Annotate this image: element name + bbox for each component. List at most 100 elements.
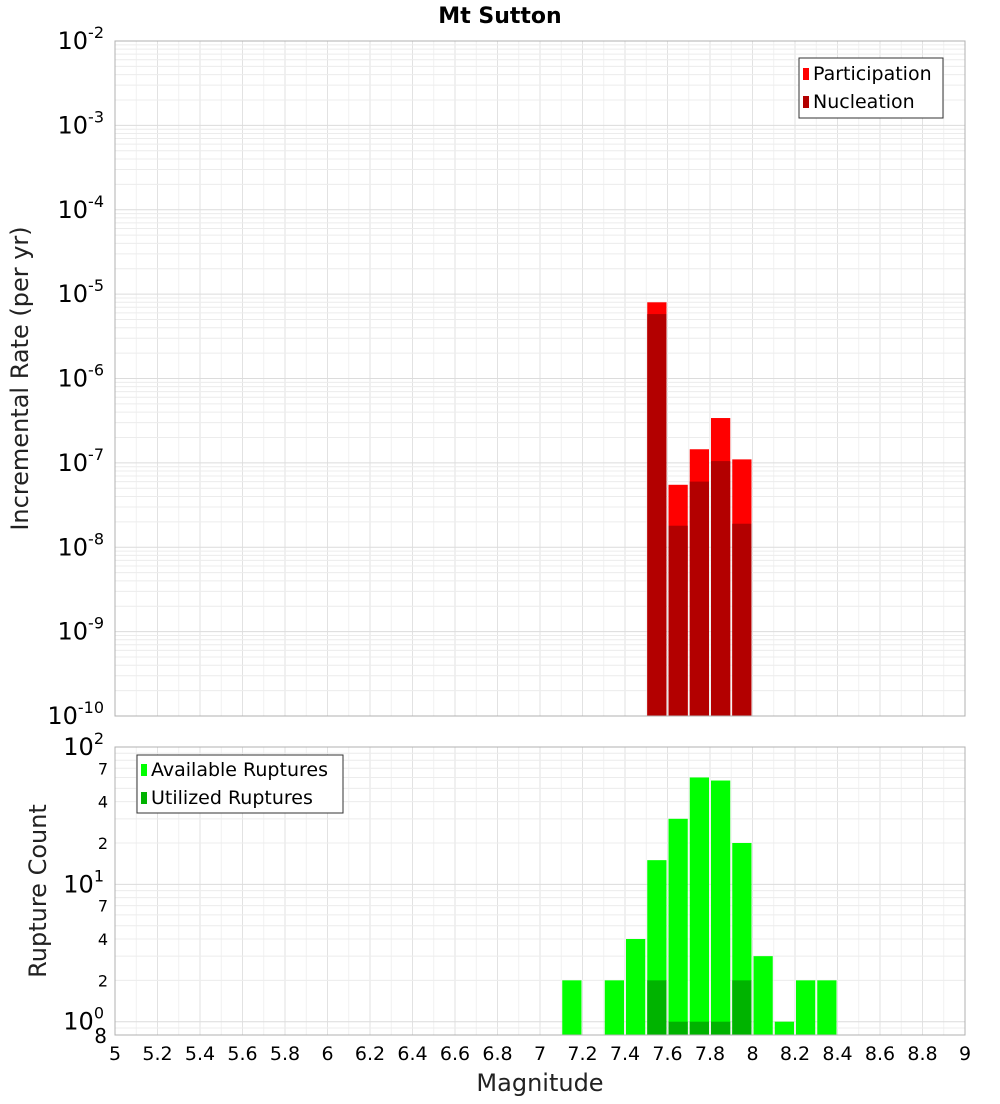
ytick-base: 10 — [63, 733, 94, 761]
ytick-exp: -2 — [88, 23, 104, 42]
utilized-ruptures-bar — [647, 980, 667, 1035]
bottom-ytick-minor-label: 7 — [98, 897, 108, 916]
x-tick-label: 5.8 — [270, 1043, 300, 1065]
bottom-ytick-label: 102 — [63, 729, 104, 761]
ytick-base: 10 — [58, 618, 89, 646]
bottom-legend-box — [136, 754, 344, 814]
x-tick-label: 6.6 — [440, 1043, 470, 1065]
legend-swatch-participation — [803, 68, 809, 80]
ytick-exp: 0 — [94, 1004, 104, 1023]
available-ruptures-bar — [711, 780, 731, 1035]
top-ytick-label: 10-6 — [58, 361, 105, 393]
ytick-base: 10 — [58, 111, 89, 139]
available-ruptures-bar — [796, 980, 816, 1035]
x-tick-label: 6.4 — [397, 1043, 427, 1065]
top-legend: Participation Nucleation — [798, 57, 944, 119]
bottom-ytick-minor-label: 4 — [98, 930, 108, 949]
x-tick-label: 9 — [959, 1043, 971, 1065]
available-ruptures-bar — [668, 818, 688, 1035]
x-tick-label: 8.8 — [907, 1043, 937, 1065]
bottom-ytick-minor-label: 7 — [98, 759, 108, 778]
utilized-ruptures-bar — [689, 1021, 709, 1035]
nucleation-bar — [732, 523, 752, 716]
nucleation-bar — [668, 525, 688, 716]
top-ytick-label: 10-2 — [58, 23, 105, 55]
x-tick-label: 7.4 — [610, 1043, 640, 1065]
legend-swatch-nucleation — [803, 96, 809, 108]
x-tick-label: 5 — [109, 1043, 121, 1065]
available-ruptures-bar — [604, 980, 624, 1035]
bottom-ytick-minor-label: 2 — [98, 834, 108, 853]
ytick-base: 10 — [58, 533, 89, 561]
top-legend-box — [798, 57, 944, 119]
x-tick-label: 8.4 — [822, 1043, 852, 1065]
chart-title: Mt Sutton — [438, 4, 561, 29]
ytick-exp: -8 — [88, 529, 104, 548]
top-y-axis-label: Incremental Rate (per yr) — [6, 226, 34, 530]
available-ruptures-bar — [626, 939, 646, 1035]
x-tick-label: 7.6 — [652, 1043, 682, 1065]
available-ruptures-bar — [562, 980, 582, 1035]
ytick-exp: 1 — [94, 866, 104, 885]
legend-swatch-available — [141, 764, 147, 776]
bottom-ytick-minor-label: 4 — [98, 793, 108, 812]
top-ytick-label: 10-10 — [47, 698, 104, 730]
top-ytick-label: 10-9 — [58, 614, 105, 646]
ytick-exp: -4 — [88, 192, 104, 211]
x-tick-label: 5.4 — [185, 1043, 215, 1065]
x-tick-label: 6.2 — [355, 1043, 385, 1065]
utilized-ruptures-bar — [711, 1021, 731, 1035]
legend-label-utilized: Utilized Ruptures — [151, 787, 313, 809]
ytick-base: 10 — [58, 449, 89, 477]
nucleation-bar — [689, 481, 709, 716]
top-ytick-label: 10-8 — [58, 529, 105, 561]
ytick-base: 10 — [58, 280, 89, 308]
utilized-ruptures-bar — [668, 1021, 688, 1035]
x-tick-label: 7.8 — [695, 1043, 725, 1065]
ytick-base: 10 — [63, 870, 94, 898]
x-tick-label: 8.2 — [780, 1043, 810, 1065]
top-plot-frame — [114, 40, 966, 717]
ytick-base: 10 — [58, 365, 89, 393]
ytick-exp: -9 — [88, 614, 104, 633]
legend-swatch-utilized — [141, 792, 147, 804]
x-tick-label: 6.8 — [482, 1043, 512, 1065]
x-tick-label: 7.2 — [567, 1043, 597, 1065]
top-panel: 10-1010-910-810-710-610-510-410-310-2Inc… — [6, 23, 966, 730]
bottom-ytick-minor-label: 2 — [98, 971, 108, 990]
x-tick-label: 6 — [321, 1043, 333, 1065]
top-ytick-label: 10-7 — [58, 445, 105, 477]
x-tick-label: 7 — [534, 1043, 546, 1065]
x-tick-label: 8 — [746, 1043, 758, 1065]
ytick-base: 10 — [58, 27, 89, 55]
ytick-exp: 2 — [94, 729, 104, 748]
ytick-exp: -10 — [78, 698, 104, 717]
bottom-plot-frame — [114, 746, 966, 1036]
legend-label-participation: Participation — [813, 63, 932, 85]
x-tick-label: 5.2 — [142, 1043, 172, 1065]
ytick-exp: -7 — [88, 445, 104, 464]
ytick-exp: -6 — [88, 361, 104, 380]
bottom-y-axis-label: Rupture Count — [24, 804, 52, 978]
bottom-ytick-minor-label: 8 — [94, 1024, 107, 1048]
legend-label-available: Available Ruptures — [151, 759, 328, 781]
nucleation-bar — [647, 314, 667, 716]
x-axis-label: Magnitude — [476, 1069, 603, 1097]
ytick-exp: -3 — [88, 107, 104, 126]
top-ytick-label: 10-5 — [58, 276, 105, 308]
ytick-base: 10 — [63, 1008, 94, 1036]
available-ruptures-bar — [817, 980, 837, 1035]
available-ruptures-bar — [689, 777, 709, 1035]
top-ytick-label: 10-4 — [58, 192, 105, 224]
available-ruptures-bar — [774, 1021, 794, 1035]
utilized-ruptures-bar — [732, 980, 752, 1035]
x-tick-label: 5.6 — [227, 1043, 257, 1065]
available-ruptures-bar — [753, 956, 773, 1035]
x-tick-label: 8.6 — [865, 1043, 895, 1065]
x-axis: 5 5.2 5.4 5.6 5.8 6 6.2 6.4 6.6 6.8 7 7.2 7.4 7.6 7.8 8… — [109, 1043, 971, 1097]
bottom-ytick-label: 101 — [63, 866, 104, 898]
bottom-ytick-label: 100 — [63, 1004, 104, 1036]
